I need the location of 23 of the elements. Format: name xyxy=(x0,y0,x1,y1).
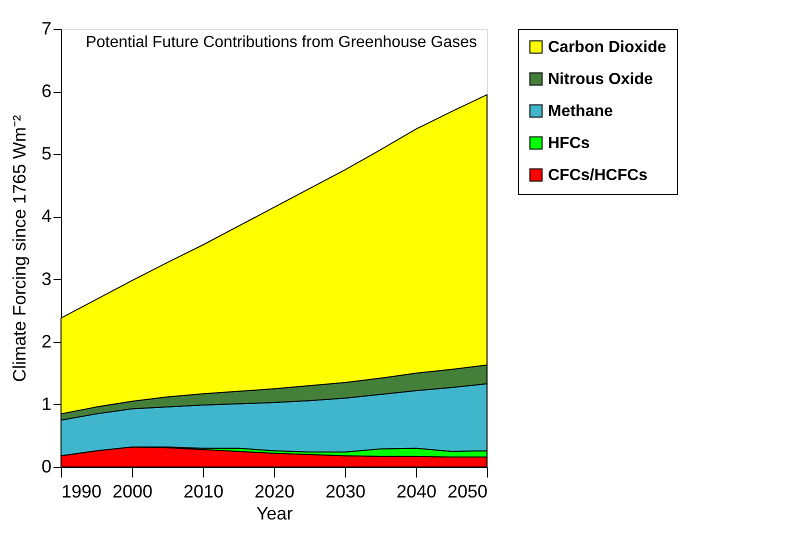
legend-label: HFCs xyxy=(548,135,590,152)
x-tick-label: 2040 xyxy=(396,482,437,502)
y-tick-label: 5 xyxy=(41,144,52,164)
x-tick-label: 1990 xyxy=(62,482,102,502)
legend-label: Methane xyxy=(548,103,613,120)
chart-title: Potential Future Contributions from Greenhouse Gases xyxy=(86,34,477,51)
y-tick-label: 3 xyxy=(41,268,52,289)
legend-label: Carbon Dioxide xyxy=(548,39,666,56)
x-tick-label: 2010 xyxy=(183,482,224,502)
x-axis-title: Year xyxy=(256,504,293,524)
y-tick-label: 0 xyxy=(41,456,52,476)
legend-label: CFCs/HCFCs xyxy=(548,167,648,184)
y-tick-label: 1 xyxy=(41,394,52,414)
x-tick-label: 2000 xyxy=(112,482,153,502)
legend-label: Nitrous Oxide xyxy=(548,71,654,88)
y-axis-title: Climate Forcing since 1765 Wm⁻² xyxy=(9,114,30,382)
x-tick-label: 2020 xyxy=(254,482,295,502)
x-tick-label: 2030 xyxy=(325,482,366,502)
y-tick-label: 4 xyxy=(41,206,52,226)
x-tick-label: 2050 xyxy=(447,482,488,502)
y-tick-label: 2 xyxy=(41,331,52,352)
y-tick-label: 7 xyxy=(41,18,52,38)
y-tick-label: 6 xyxy=(41,81,52,102)
